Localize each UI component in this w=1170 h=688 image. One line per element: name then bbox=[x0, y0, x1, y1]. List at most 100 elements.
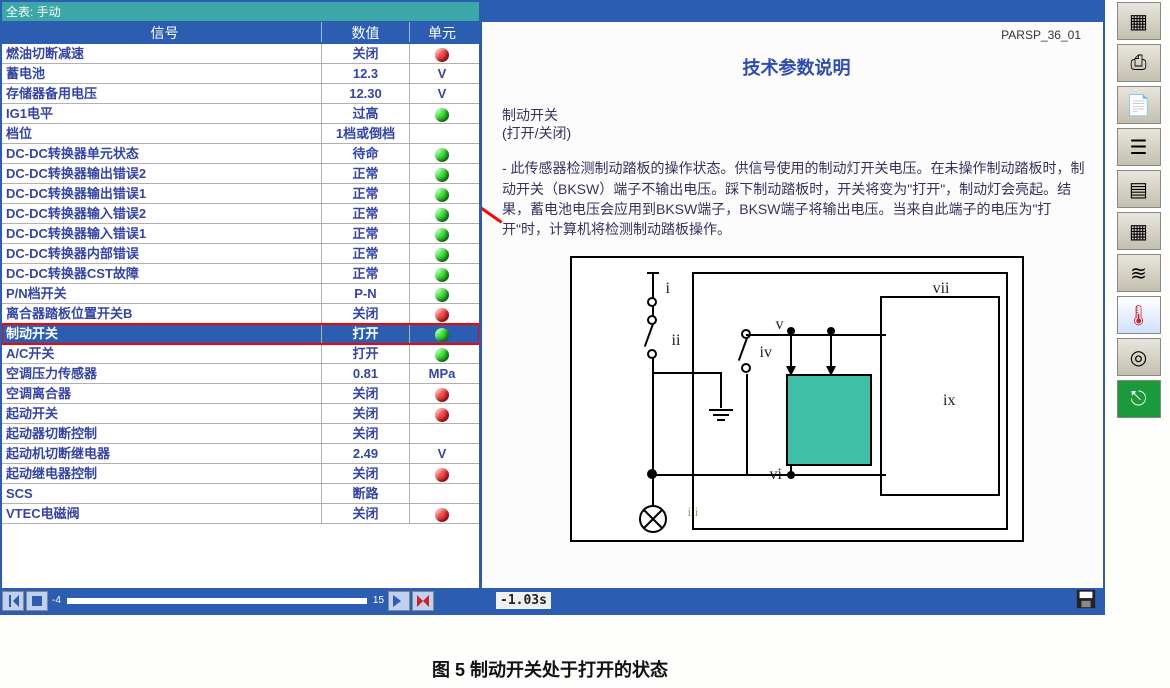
status-dot-icon bbox=[435, 148, 449, 162]
table-row[interactable]: VTEC电磁阀关闭 bbox=[2, 504, 479, 524]
table-row[interactable]: DC-DC转换器内部错误正常 bbox=[2, 244, 479, 264]
status-dot-icon bbox=[435, 328, 449, 342]
cell-value: 0.81 bbox=[322, 364, 410, 383]
table-row[interactable]: DC-DC转换器CST故障正常 bbox=[2, 264, 479, 284]
cell-unit bbox=[410, 464, 474, 483]
table-row[interactable]: DC-DC转换器输入错误1正常 bbox=[2, 224, 479, 244]
table-row[interactable]: 存储器备用电压12.30V bbox=[2, 84, 479, 104]
status-dot-icon bbox=[435, 248, 449, 262]
cell-unit bbox=[410, 104, 474, 123]
table-row[interactable]: A/C开关打开 bbox=[2, 344, 479, 364]
table-row[interactable]: IG1电平过高 bbox=[2, 104, 479, 124]
table-row[interactable]: 空调离合器关闭 bbox=[2, 384, 479, 404]
cell-signal: DC-DC转换器单元状态 bbox=[2, 144, 322, 163]
cell-unit bbox=[410, 384, 474, 403]
cell-value: 关闭 bbox=[322, 384, 410, 403]
table-row[interactable]: 蓄电池12.3V bbox=[2, 64, 479, 84]
cell-signal: 空调压力传感器 bbox=[2, 364, 322, 383]
table-row[interactable]: 离合器踏板位置开关B关闭 bbox=[2, 304, 479, 324]
cell-value: 待命 bbox=[322, 144, 410, 163]
desc-line1: 制动开关 bbox=[502, 106, 1091, 124]
table-row[interactable]: 制动开关打开 bbox=[2, 324, 479, 344]
table-body[interactable]: 燃油切断减速关闭蓄电池12.3V存储器备用电压12.30VIG1电平过高档位1档… bbox=[2, 44, 479, 588]
cell-unit bbox=[410, 304, 474, 323]
panel-title: 全表: 手动 bbox=[2, 2, 479, 22]
status-dot-icon bbox=[435, 268, 449, 282]
graph-button[interactable]: ≋ bbox=[1117, 254, 1161, 292]
temp-button[interactable]: 🌡 bbox=[1117, 296, 1161, 334]
table-row[interactable]: DC-DC转换器单元状态待命 bbox=[2, 144, 479, 164]
callout-arrow-line bbox=[482, 204, 503, 224]
cell-signal: 档位 bbox=[2, 124, 322, 143]
cell-unit bbox=[410, 504, 474, 523]
cell-value: 关闭 bbox=[322, 404, 410, 423]
rewind-button[interactable] bbox=[2, 591, 24, 611]
grid-button[interactable]: ▤ bbox=[1117, 170, 1161, 208]
cell-signal: DC-DC转换器输入错误1 bbox=[2, 224, 322, 243]
slider-max: 15 bbox=[373, 595, 384, 606]
status-dot-icon bbox=[435, 408, 449, 422]
desc-body: - 此传感器检测制动踏板的操作状态。供信号使用的制动灯开关电压。在未操作制动踏板… bbox=[502, 158, 1091, 239]
status-dot-icon bbox=[435, 348, 449, 362]
status-dot-icon bbox=[435, 188, 449, 202]
cell-signal: SCS bbox=[2, 484, 322, 503]
dlabel-ii: ii bbox=[672, 332, 681, 350]
stop-button[interactable] bbox=[26, 591, 48, 611]
table-row[interactable]: DC-DC转换器输出错误2正常 bbox=[2, 164, 479, 184]
cell-unit: V bbox=[410, 64, 474, 83]
cell-unit bbox=[410, 224, 474, 243]
print-button[interactable]: ⎙ bbox=[1117, 44, 1161, 82]
cell-value: 2.49 bbox=[322, 444, 410, 463]
table-row[interactable]: 起动机切断继电器2.49V bbox=[2, 444, 479, 464]
left-panel: 全表: 手动 信号 数值 单元 燃油切断减速关闭蓄电池12.3V存储器备用电压1… bbox=[2, 2, 482, 613]
palette-button[interactable]: ▦ bbox=[1117, 2, 1161, 40]
cell-signal: DC-DC转换器CST故障 bbox=[2, 264, 322, 283]
cell-value: 过高 bbox=[322, 104, 410, 123]
table-row[interactable]: 起动继电器控制关闭 bbox=[2, 464, 479, 484]
play-button[interactable] bbox=[388, 591, 410, 611]
table-row[interactable]: 起动器切断控制关闭 bbox=[2, 424, 479, 444]
center-button[interactable] bbox=[412, 591, 434, 611]
save-button[interactable] bbox=[1075, 588, 1097, 613]
table-header: 信号 数值 单元 bbox=[2, 22, 479, 44]
table-row[interactable]: DC-DC转换器输出错误1正常 bbox=[2, 184, 479, 204]
cell-value: 正常 bbox=[322, 204, 410, 223]
table-row[interactable]: DC-DC转换器输入错误2正常 bbox=[2, 204, 479, 224]
cell-value: 正常 bbox=[322, 264, 410, 283]
print-icon: ⎙ bbox=[1131, 52, 1147, 75]
cell-signal: VTEC电磁阀 bbox=[2, 504, 322, 523]
table-row[interactable]: P/N档开关P-N bbox=[2, 284, 479, 304]
cell-signal: 离合器踏板位置开关B bbox=[2, 304, 322, 323]
slider[interactable] bbox=[67, 598, 367, 604]
cell-value: 关闭 bbox=[322, 304, 410, 323]
cell-signal: 蓄电池 bbox=[2, 64, 322, 83]
cell-signal: 存储器备用电压 bbox=[2, 84, 322, 103]
tech-title: 技术参数说明 bbox=[502, 54, 1091, 80]
exit-button[interactable]: ⎋ bbox=[1117, 380, 1161, 418]
status-dot-icon bbox=[435, 168, 449, 182]
cell-signal: 起动机切断继电器 bbox=[2, 444, 322, 463]
globe-button[interactable]: ◎ bbox=[1117, 338, 1161, 376]
cell-unit: V bbox=[410, 84, 474, 103]
table-row[interactable]: 档位1档或倒档 bbox=[2, 124, 479, 144]
table-row[interactable]: 空调压力传感器0.81MPa bbox=[2, 364, 479, 384]
list-button[interactable]: ☰ bbox=[1117, 128, 1161, 166]
status-dot-icon bbox=[435, 288, 449, 302]
table-row[interactable]: SCS断路 bbox=[2, 484, 479, 504]
cell-unit: MPa bbox=[410, 364, 474, 383]
cell-unit bbox=[410, 264, 474, 283]
right-footer: -1.03s bbox=[482, 588, 1103, 613]
table-row[interactable]: 燃油切断减速关闭 bbox=[2, 44, 479, 64]
content-row: 全表: 手动 信号 数值 单元 燃油切断减速关闭蓄电池12.3V存储器备用电压1… bbox=[2, 2, 1103, 613]
palette-icon: ▦ bbox=[1129, 9, 1148, 34]
cell-value: 12.3 bbox=[322, 64, 410, 83]
list-icon: ☰ bbox=[1130, 135, 1148, 160]
cell-signal: 空调离合器 bbox=[2, 384, 322, 403]
table-row[interactable]: 起动开关关闭 bbox=[2, 404, 479, 424]
status-dot-icon bbox=[435, 228, 449, 242]
cell-unit bbox=[410, 344, 474, 363]
desc-block: 制动开关 (打开/关闭) - 此传感器检测制动踏板的操作状态。供信号使用的制动灯… bbox=[502, 106, 1091, 240]
doc-button[interactable]: 📄 bbox=[1117, 86, 1161, 124]
matrix-button[interactable]: ▦ bbox=[1117, 212, 1161, 250]
graph-icon: ≋ bbox=[1130, 261, 1147, 286]
